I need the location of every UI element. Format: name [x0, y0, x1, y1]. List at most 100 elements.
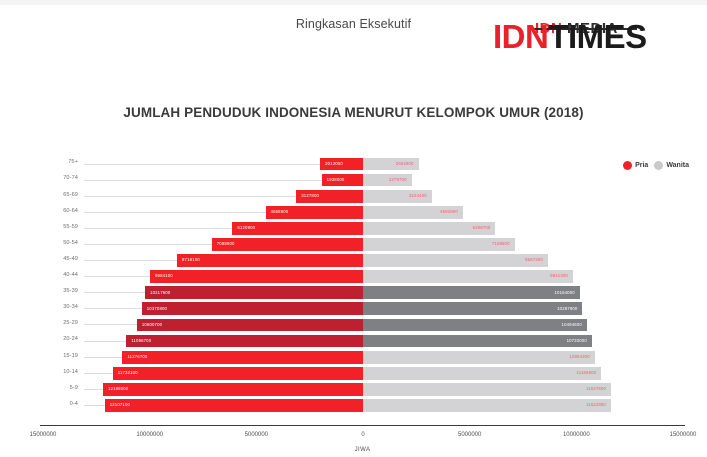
- bar-value-wanita: 2604900: [395, 160, 414, 166]
- leader-line: [84, 388, 103, 390]
- age-group-label: 45-49: [63, 255, 78, 262]
- bar-wanita[interactable]: 9841300: [363, 270, 573, 284]
- chart-row: 45-49 8718100 8667300: [0, 253, 707, 269]
- bar-value-wanita: 8667300: [525, 257, 543, 263]
- bar-pria[interactable]: 10600700: [136, 318, 363, 332]
- legend-item-pria[interactable]: Pria: [623, 160, 649, 170]
- bar-value-wanita: 10730000: [566, 337, 587, 343]
- bar-pria[interactable]: 10217600: [145, 286, 363, 300]
- bar-wanita[interactable]: 10864300: [363, 350, 595, 364]
- breadcrumb: Ringkasan Eksekutif: [295, 17, 412, 31]
- age-group-label: 35-39: [63, 288, 78, 295]
- bar-wanita[interactable]: 10494600: [363, 318, 587, 332]
- bar-pria[interactable]: 2012000: [320, 157, 363, 171]
- chart-row: 40-44 9984100 9841300: [0, 269, 707, 285]
- bar-pria[interactable]: 12107100: [104, 399, 363, 412]
- bar-value-wanita: 6208700: [472, 225, 491, 231]
- bar-wanita[interactable]: 10730000: [363, 334, 592, 348]
- chart-legend: Pria Wanita: [623, 158, 689, 172]
- bar-value-pria: 7088900: [216, 241, 235, 247]
- bar-value-wanita: 2279700: [388, 176, 407, 182]
- bar-pria[interactable]: 12188000: [103, 382, 363, 396]
- bar-wanita[interactable]: 8667300: [363, 254, 548, 267]
- bar-value-pria: 10217600: [150, 289, 171, 295]
- x-axis-line: [40, 425, 685, 426]
- leader-line: [84, 260, 178, 262]
- page-header: Ringkasan Eksekutif IDN MEDIA IDNTIMES: [0, 5, 707, 65]
- bar-pria[interactable]: 11096700: [126, 334, 363, 348]
- logo-idn-text: IDN: [493, 18, 549, 55]
- age-group-label: 40-44: [63, 272, 78, 279]
- x-axis-tick: 10000000: [136, 432, 164, 438]
- chart-row: 65-69 3127800 3224400: [0, 188, 707, 204]
- bar-wanita[interactable]: 10164000: [363, 286, 580, 300]
- top-strip: [0, 0, 707, 5]
- legend-swatch-pria: [623, 160, 633, 170]
- legend-item-wanita[interactable]: Wanita: [654, 160, 689, 170]
- chart-row: 25-29 10600700 10494600: [0, 317, 707, 333]
- bar-pria[interactable]: 3127800: [296, 189, 363, 203]
- bar-wanita[interactable]: 11627600: [363, 382, 612, 396]
- age-group-label: 5-9: [69, 384, 78, 391]
- x-axis-tick: 15000000: [29, 432, 57, 438]
- chart-row: 0-4 12107100 11622900: [0, 397, 707, 413]
- bar-wanita[interactable]: 11622900: [363, 399, 611, 412]
- bar-pria[interactable]: 6120900: [232, 221, 363, 235]
- bar-wanita[interactable]: 2279700: [363, 173, 412, 187]
- bar-wanita[interactable]: 2604900: [363, 157, 419, 171]
- bar-wanita[interactable]: 3224400: [363, 189, 432, 203]
- legend-label-pria: Pria: [635, 161, 649, 169]
- bar-value-pria: 10370800: [146, 305, 168, 311]
- population-pyramid-chart: Pria Wanita 75+ 2012000 2604900 70-74 193800…: [0, 150, 707, 450]
- bar-value-pria: 9984100: [155, 273, 173, 279]
- bar-wanita[interactable]: 4682900: [363, 205, 463, 219]
- chart-row: 55-59 6120900 6208700: [0, 220, 707, 236]
- bar-value-pria: 2012000: [325, 160, 343, 166]
- leader-line: [84, 324, 137, 326]
- bar-value-pria: 3127800: [301, 192, 320, 198]
- leader-line: [84, 340, 127, 342]
- leader-line: [84, 211, 266, 213]
- bar-value-pria: 1938000: [326, 176, 345, 182]
- x-axis-tick: 0: [361, 432, 365, 438]
- bar-value-pria: 10600700: [141, 321, 163, 327]
- leader-line: [84, 276, 150, 278]
- chart-row: 20-24 11096700 10730000: [0, 333, 707, 349]
- bar-wanita[interactable]: 11166600: [363, 366, 602, 380]
- bar-pria[interactable]: 11732100: [112, 366, 363, 380]
- bar-value-pria: 8718100: [182, 257, 200, 263]
- bar-value-pria: 12188000: [108, 386, 129, 392]
- bar-pria[interactable]: 9984100: [150, 270, 363, 284]
- leader-line: [84, 404, 105, 406]
- bar-pria[interactable]: 4568900: [265, 205, 363, 219]
- x-axis-tick: 5000000: [457, 432, 482, 438]
- x-axis: JIWA 15000000 10000000 5000000 0 5000000 1000…: [30, 425, 696, 457]
- age-group-label: 10-14: [63, 368, 78, 375]
- bar-value-wanita: 10494600: [561, 321, 582, 327]
- bar-value-wanita: 7108600: [491, 241, 510, 247]
- bar-wanita[interactable]: 7108600: [363, 238, 515, 251]
- leader-line: [84, 356, 123, 358]
- x-axis-tick: 10000000: [562, 432, 590, 438]
- age-group-label: 75+: [68, 159, 78, 166]
- legend-swatch-wanita: [654, 160, 664, 170]
- leader-line: [84, 163, 321, 165]
- logo-wordmark: IDNTIMES: [493, 20, 647, 53]
- bar-wanita[interactable]: 6208700: [363, 221, 496, 235]
- bar-pria[interactable]: 11276700: [122, 350, 363, 364]
- age-group-label: 0-4: [69, 400, 78, 407]
- bar-wanita[interactable]: 10287900: [363, 302, 583, 316]
- bar-pria[interactable]: 1938000: [321, 173, 363, 187]
- bar-value-pria: 12107100: [109, 402, 131, 408]
- bar-pria[interactable]: 10370800: [141, 302, 363, 316]
- idn-times-logo[interactable]: IDN MEDIA IDNTIMES: [493, 14, 693, 60]
- chart-rows: 75+ 2012000 2604900 70-74 1938000 2279700 65-6…: [0, 156, 707, 414]
- bar-value-wanita: 10287900: [557, 305, 578, 311]
- leader-line: [84, 243, 212, 245]
- bar-pria[interactable]: 8718100: [177, 254, 363, 267]
- age-group-label: 60-64: [63, 207, 78, 214]
- bar-value-pria: 11096700: [131, 337, 152, 343]
- chart-title: JUMLAH PENDUDUK INDONESIA MENURUT KELOMP…: [123, 105, 584, 120]
- bar-pria[interactable]: 7088900: [211, 238, 363, 251]
